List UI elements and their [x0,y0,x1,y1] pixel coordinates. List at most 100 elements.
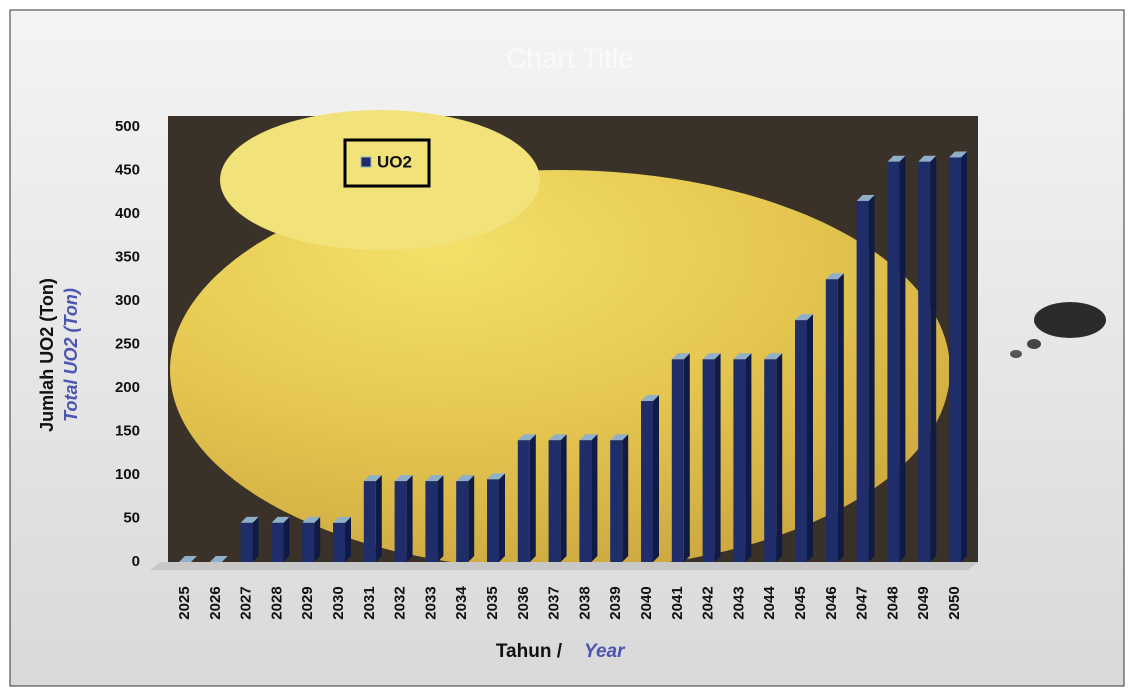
bar-side [653,395,659,562]
bar-top [702,353,721,360]
plot-photo-scoop [220,110,540,250]
bar-side [807,314,813,562]
bar [671,359,684,562]
bar-side [961,151,967,562]
bar-side [560,434,567,562]
x-tick-label: 2032 [392,586,409,619]
legend-box [343,138,431,188]
x-tick-label: 2026 [207,586,224,619]
bar [302,522,315,562]
bar [271,522,284,562]
bar-top [579,434,598,441]
bar-side [776,353,783,562]
bar-top [209,556,228,562]
bar [856,200,869,562]
bar [702,359,715,562]
bar-top [671,353,690,360]
x-tick-label: 2031 [361,586,378,619]
bar-top [487,473,505,480]
bar [641,401,653,562]
bar-side [868,194,875,562]
bar-top [733,353,752,360]
x-tick-label: 2033 [422,586,439,619]
bar [764,359,777,562]
bar-top [179,556,197,562]
bar-side [930,155,937,563]
bar-top [887,155,906,162]
x-tick-label: 2041 [669,586,686,619]
x-tick-label: 2027 [238,586,255,619]
bar-top [240,516,259,523]
x-axis-label: Tahun / [496,641,563,662]
x-tick-label: 2034 [453,586,470,620]
y-tick-label: 250 [115,335,140,352]
bar-top [949,151,967,158]
x-tick-label: 2046 [823,586,840,619]
bar-top [825,273,844,280]
bar-side [406,475,413,562]
bar-top [548,434,567,441]
bar [425,481,438,562]
bar-top [425,475,444,482]
bar-top [856,194,875,201]
bar-side [437,475,444,562]
bar-top [517,434,536,441]
bar [579,440,592,562]
bar-side [837,273,844,562]
bar-side [622,434,629,562]
bar [487,479,499,562]
bar [949,157,961,562]
legend-swatch [360,156,372,168]
bar-side [345,516,351,562]
bar [456,481,469,562]
x-tick-label: 2029 [299,586,316,619]
bar-top [764,353,783,360]
bar-side [745,353,752,562]
x-axis-label-translation: Year [584,641,626,662]
bar-top [271,516,290,523]
x-tick-label: 2040 [638,586,655,619]
bar-side [252,516,259,562]
y-tick-label: 500 [115,118,140,135]
y-axis-label-translation: Total UO2 (Ton) [61,288,81,422]
bar-side [314,516,321,562]
y-tick-label: 300 [115,292,140,309]
bar [517,440,530,562]
bar-top [394,475,413,482]
x-tick-label: 2025 [176,586,193,619]
bar [795,320,807,562]
y-tick-label: 50 [123,509,140,526]
y-tick-label: 400 [115,205,140,222]
x-tick-label: 2030 [330,586,347,619]
bar-top [795,314,813,321]
bar-top [363,475,382,482]
bar-top [333,516,351,523]
bar-top [456,475,475,482]
y-tick-label: 450 [115,161,140,178]
x-tick-label: 2047 [854,586,871,619]
x-tick-label: 2028 [268,586,285,619]
x-tick-label: 2048 [884,586,901,619]
x-tick-label: 2042 [700,586,717,619]
chart-title: Chart Title [506,42,634,73]
bar [918,161,931,563]
bar-side [591,434,598,562]
x-tick-label: 2043 [730,586,747,619]
bar-side [683,353,690,562]
y-axis-label: Jumlah UO2 (Ton) [37,278,57,432]
bar [240,522,253,562]
bar [333,522,345,562]
bar-side [283,516,290,562]
bar-top [302,516,321,523]
bar-top [641,395,659,402]
bar-top [610,434,629,441]
bar [394,481,407,562]
bar [548,440,561,562]
x-tick-label: 2036 [515,586,532,619]
x-tick-label: 2039 [607,586,624,619]
x-tick-label: 2045 [792,586,809,619]
y-axis-title: Jumlah UO2 (Ton) Total UO2 (Ton) [37,278,81,432]
bar [825,279,838,562]
